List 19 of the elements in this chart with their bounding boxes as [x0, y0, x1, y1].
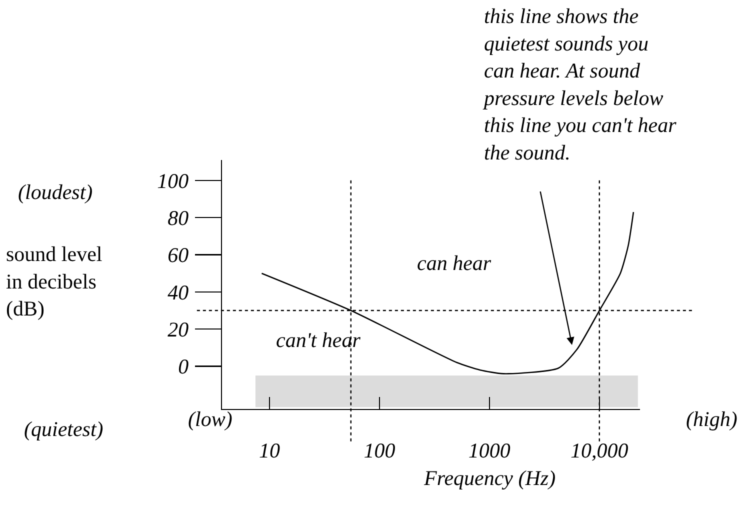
x-tick-label: 1000 — [468, 438, 511, 462]
y-axis-title: sound level in decibels (dB) — [6, 242, 102, 321]
annotation: (low) — [188, 407, 232, 431]
text: (high) — [686, 407, 738, 431]
annotation: this line shows the quietest sounds you can hear. At sound pressure levels below this line you can't hear the sound. — [482, 4, 678, 164]
x-tick-label: 10 — [258, 438, 280, 462]
x-tick-label: 10,000 — [570, 438, 629, 462]
text: (loudest) — [18, 180, 93, 204]
y-tick-label: 20 — [168, 317, 190, 342]
x-axis-title: Frequency (Hz) — [423, 466, 556, 490]
y-tick-label: 80 — [168, 206, 190, 230]
y-tick-label: 0 — [178, 354, 190, 379]
y-tick-label: 40 — [168, 280, 190, 304]
y-tick-label: 100 — [157, 168, 190, 193]
text: (quietest) — [24, 417, 104, 441]
annotation: can hear — [417, 251, 492, 275]
annotation: can't hear — [276, 328, 362, 352]
y-tick-label: 60 — [168, 243, 190, 268]
x-tick-label: 100 — [364, 438, 396, 462]
